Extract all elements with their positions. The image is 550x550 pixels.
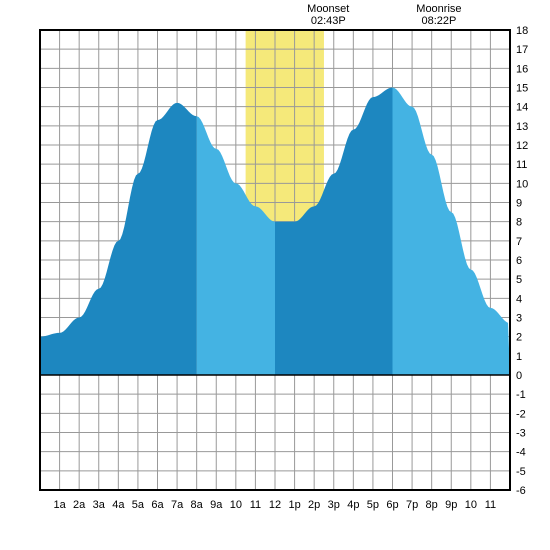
x-tick-label: 2a — [73, 499, 86, 511]
y-tick-label: 0 — [516, 370, 522, 382]
tide-chart: -6-5-4-3-2-10123456789101112131415161718… — [0, 0, 550, 550]
y-tick-label: 17 — [516, 44, 528, 56]
x-tick-label: 3p — [328, 499, 340, 511]
y-tick-label: -5 — [516, 466, 526, 478]
x-tick-label: 8p — [426, 499, 438, 511]
x-tick-label: 7a — [171, 499, 184, 511]
x-tick-label: 9a — [210, 499, 223, 511]
x-tick-label: 12 — [269, 499, 281, 511]
chart-svg: -6-5-4-3-2-10123456789101112131415161718… — [0, 0, 550, 550]
y-tick-label: -4 — [516, 447, 526, 459]
y-tick-label: 10 — [516, 178, 528, 190]
x-tick-label: 6a — [151, 499, 164, 511]
x-tick-label: 11 — [250, 499, 261, 511]
x-tick-label: 10 — [465, 499, 477, 511]
x-tick-label: 6p — [386, 499, 398, 511]
x-tick-label: 1a — [53, 499, 66, 511]
moon-event-time: 02:43P — [311, 15, 346, 27]
x-tick-label: 3a — [93, 499, 106, 511]
x-tick-label: 5a — [132, 499, 145, 511]
y-tick-label: 13 — [516, 121, 528, 133]
y-tick-label: 12 — [516, 140, 528, 152]
x-tick-label: 7p — [406, 499, 418, 511]
y-tick-label: 15 — [516, 83, 528, 95]
y-tick-label: 4 — [516, 293, 522, 305]
y-tick-label: 5 — [516, 274, 522, 286]
y-tick-label: 6 — [516, 255, 522, 267]
x-tick-label: 4p — [347, 499, 359, 511]
x-tick-label: 1p — [288, 499, 300, 511]
y-tick-label: 7 — [516, 236, 522, 248]
x-tick-label: 10 — [230, 499, 242, 511]
y-tick-label: 1 — [516, 351, 522, 363]
moon-event-label: Moonset — [307, 3, 349, 15]
x-tick-label: 4a — [112, 499, 125, 511]
y-tick-label: 8 — [516, 217, 522, 229]
y-tick-label: 3 — [516, 313, 522, 325]
y-tick-label: 11 — [516, 159, 527, 171]
y-tick-label: 18 — [516, 25, 528, 37]
y-tick-label: -6 — [516, 485, 526, 497]
x-tick-label: 9p — [445, 499, 457, 511]
y-tick-label: 2 — [516, 332, 522, 344]
moon-event-time: 08:22P — [421, 15, 456, 27]
moon-event-label: Moonrise — [416, 3, 461, 15]
y-tick-label: -3 — [516, 428, 526, 440]
x-tick-label: 5p — [367, 499, 379, 511]
y-tick-label: -2 — [516, 408, 526, 420]
x-tick-label: 2p — [308, 499, 320, 511]
x-tick-label: 11 — [485, 499, 496, 511]
y-tick-label: 14 — [516, 102, 528, 114]
y-tick-label: 9 — [516, 198, 522, 210]
x-tick-label: 8a — [191, 499, 204, 511]
y-tick-label: -1 — [516, 389, 526, 401]
y-tick-label: 16 — [516, 63, 528, 75]
